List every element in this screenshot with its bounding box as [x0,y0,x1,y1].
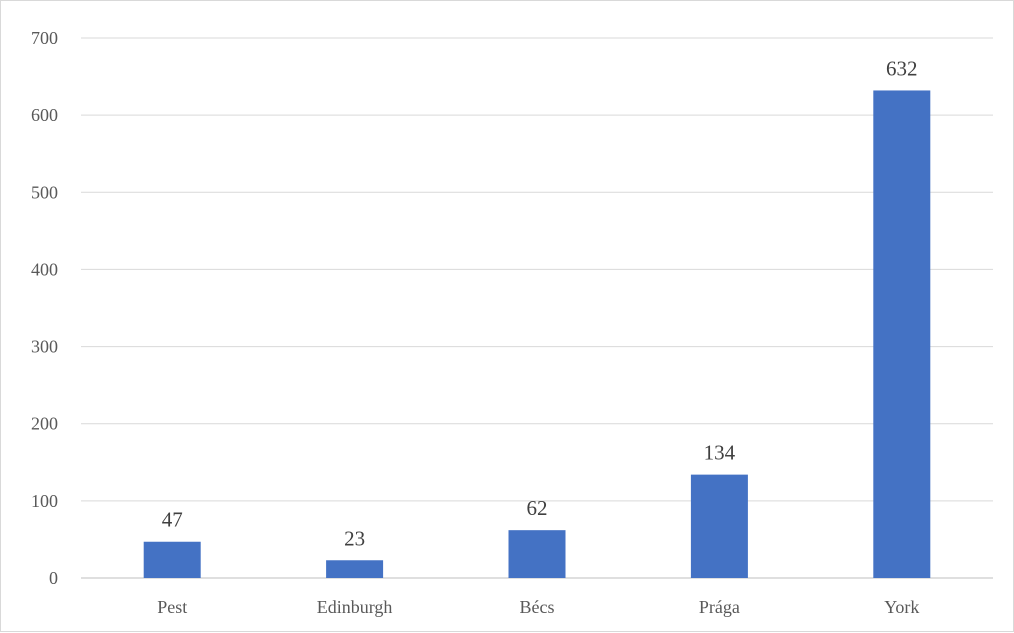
x-tick-label: Pest [157,597,187,617]
data-label: 632 [886,56,918,80]
x-tick-label: York [884,597,919,617]
gridlines [81,37,993,579]
bars [143,90,931,578]
x-tick-label: Prága [699,597,740,617]
bar-prága [690,474,748,578]
y-tick-label: 700 [31,28,58,48]
data-label: 23 [344,526,365,550]
data-labels: 47 23 62 134 632 [162,56,918,550]
data-label: 47 [162,508,183,532]
bar-edinburgh [326,560,384,578]
bar-york [873,90,931,578]
data-label: 62 [527,496,548,520]
y-tick-label: 400 [31,259,58,279]
bar-bécs [508,530,566,578]
y-tick-label: 500 [31,182,58,202]
x-axis-ticks: Pest Edinburgh Bécs Prága York [157,597,919,617]
bar-pest [143,541,201,578]
y-tick-label: 300 [31,337,58,357]
y-tick-label: 0 [49,568,58,588]
y-tick-label: 200 [31,414,58,434]
y-tick-label: 600 [31,105,58,125]
y-axis-ticks: 0 100 200 300 400 500 600 700 [31,28,58,588]
x-tick-label: Edinburgh [317,597,393,617]
x-tick-label: Bécs [520,597,555,617]
data-label: 134 [704,441,736,465]
y-tick-label: 100 [31,491,58,511]
